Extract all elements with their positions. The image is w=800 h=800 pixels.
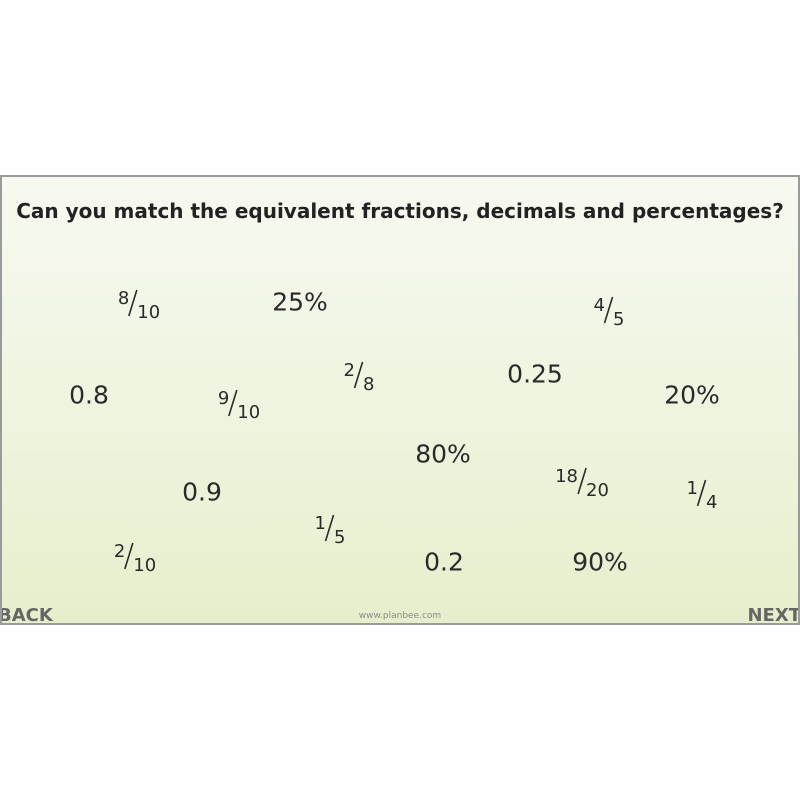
numerator: 9 <box>217 388 230 409</box>
match-card[interactable]: 1820 <box>555 463 609 501</box>
match-card[interactable]: 20% <box>664 380 720 410</box>
numerator: 1 <box>686 478 698 499</box>
match-card[interactable]: 2 10 <box>113 538 156 576</box>
denominator: 8 <box>363 374 375 395</box>
denominator: 10 <box>137 302 161 323</box>
fraction-slash <box>577 467 587 495</box>
next-button[interactable]: NEXT <box>747 605 800 625</box>
footer-url: www.planbee.com <box>358 611 442 621</box>
match-card[interactable]: 90% <box>572 547 628 577</box>
denominator: 5 <box>613 309 625 330</box>
fraction-slash <box>128 289 139 317</box>
back-button[interactable]: BACK <box>0 605 53 625</box>
slide: Can you match the equivalent fractions, … <box>0 175 800 625</box>
slide-title: Can you match the equivalent fractions, … <box>16 199 784 223</box>
numerator: 2 <box>343 360 355 381</box>
numerator: 18 <box>555 466 578 487</box>
fraction-slash <box>354 361 364 389</box>
match-card[interactable]: 9 10 <box>217 385 260 423</box>
numerator: 1 <box>314 513 326 534</box>
denominator: 4 <box>706 492 718 513</box>
numerator: 8 <box>117 288 130 309</box>
fraction-slash <box>697 479 707 507</box>
match-card[interactable]: 8 10 <box>117 285 160 323</box>
numerator: 2 <box>113 541 126 562</box>
fraction-slash <box>228 389 239 417</box>
match-card[interactable]: 80% <box>415 439 471 469</box>
match-card[interactable]: 15 <box>314 510 346 548</box>
fraction-slash <box>124 542 135 570</box>
match-card[interactable]: 0.2 <box>424 547 464 577</box>
match-card[interactable]: 28 <box>343 357 375 395</box>
match-card[interactable]: 14 <box>686 475 718 513</box>
fraction-slash <box>604 296 614 324</box>
denominator: 20 <box>586 480 609 501</box>
match-card[interactable]: 0.8 <box>69 380 109 410</box>
match-card[interactable]: 25% <box>272 287 328 317</box>
numerator: 4 <box>593 295 605 316</box>
match-card[interactable]: 45 <box>593 292 625 330</box>
denominator: 10 <box>133 555 157 576</box>
denominator: 10 <box>237 402 261 423</box>
fraction-slash <box>325 514 335 542</box>
match-card[interactable]: 0.9 <box>182 477 222 507</box>
denominator: 5 <box>334 527 346 548</box>
match-card[interactable]: 0.25 <box>507 359 563 389</box>
